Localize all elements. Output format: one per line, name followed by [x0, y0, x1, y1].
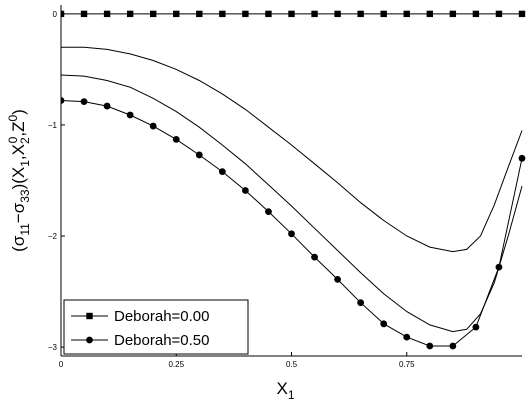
- y-label-part: ): [9, 109, 28, 115]
- legend-label: Deborah=0.00: [114, 308, 210, 325]
- circle-marker: [426, 342, 434, 350]
- circle-marker: [403, 333, 411, 341]
- square-marker: [357, 10, 364, 18]
- circle-marker: [126, 111, 134, 119]
- series-layer: [61, 10, 526, 350]
- x-tick-label: 0: [59, 360, 64, 369]
- legend: Deborah=0.00 Deborah=0.50: [63, 299, 249, 355]
- circle-marker: [495, 263, 503, 271]
- square-marker: [265, 10, 272, 18]
- y-label-part: 1: [18, 160, 32, 167]
- circle-marker: [288, 230, 295, 238]
- y-tick-label: −1: [48, 121, 58, 130]
- square-marker: [288, 10, 295, 18]
- legend-box: [63, 299, 249, 355]
- y-label-part: )(X: [9, 167, 28, 190]
- circle-marker: [357, 299, 365, 307]
- circle-marker: [311, 253, 318, 261]
- circle-marker: [265, 208, 272, 216]
- square-marker: [311, 10, 318, 18]
- circle-marker: [86, 336, 93, 344]
- square-marker: [380, 10, 387, 18]
- square-marker: [495, 10, 503, 18]
- circle-marker: [61, 97, 65, 104]
- circle-marker: [103, 102, 111, 110]
- square-marker: [518, 10, 526, 18]
- circle-marker: [334, 275, 341, 283]
- circle-marker: [195, 151, 203, 159]
- y-axis-label: (σ11−σ33)(X1,X20,Z0): [6, 109, 32, 252]
- series-line-2: [61, 74, 523, 333]
- y-label-part: ,X: [9, 144, 28, 160]
- square-marker: [103, 10, 111, 18]
- y-tick-label: 0: [53, 10, 58, 19]
- circle-marker: [449, 342, 457, 350]
- legend-label: Deborah=0.50: [114, 332, 210, 349]
- series-line-1: [61, 46, 523, 253]
- x-label-part: X: [276, 379, 287, 398]
- square-marker: [150, 10, 157, 18]
- y-label-part: −σ: [9, 202, 28, 223]
- series-group: [61, 10, 526, 350]
- square-marker: [173, 10, 180, 18]
- square-marker: [80, 10, 88, 18]
- y-label-part: 2: [18, 137, 32, 144]
- x-tick-label: 0.5: [286, 360, 298, 369]
- x-label-part: 1: [288, 388, 295, 401]
- square-marker: [403, 10, 410, 18]
- circle-marker: [80, 98, 88, 106]
- square-marker: [86, 312, 93, 320]
- square-marker: [334, 10, 341, 18]
- circle-marker: [172, 136, 180, 143]
- x-axis-label: X1: [276, 379, 294, 401]
- circle-marker: [472, 323, 480, 331]
- square-marker: [242, 10, 249, 18]
- circle-marker: [149, 122, 157, 130]
- y-label-part: ,Z: [9, 122, 28, 137]
- y-label-part: (σ: [9, 235, 28, 252]
- circle-marker: [218, 168, 226, 176]
- square-marker: [449, 10, 457, 18]
- x-tick-label: 0.75: [399, 360, 415, 369]
- circle-marker: [242, 187, 249, 194]
- circle-marker: [518, 154, 526, 162]
- circle-marker: [380, 320, 388, 328]
- square-marker: [472, 10, 480, 18]
- square-marker: [426, 10, 433, 18]
- y-label-part: 0: [6, 136, 20, 143]
- square-marker: [219, 10, 226, 18]
- y-tick-label: −3: [48, 343, 58, 352]
- y-label-part: 33: [18, 189, 32, 203]
- axes-layer: 0−1−2−30 0.25 0.5 0.75: [48, 5, 522, 369]
- y-tick-label: −2: [48, 232, 58, 241]
- y-label-part: 11: [18, 223, 32, 236]
- x-tick-label: 0.25: [168, 360, 184, 369]
- square-marker: [126, 10, 134, 18]
- square-marker: [196, 10, 203, 18]
- y-label-part: 0: [6, 115, 20, 122]
